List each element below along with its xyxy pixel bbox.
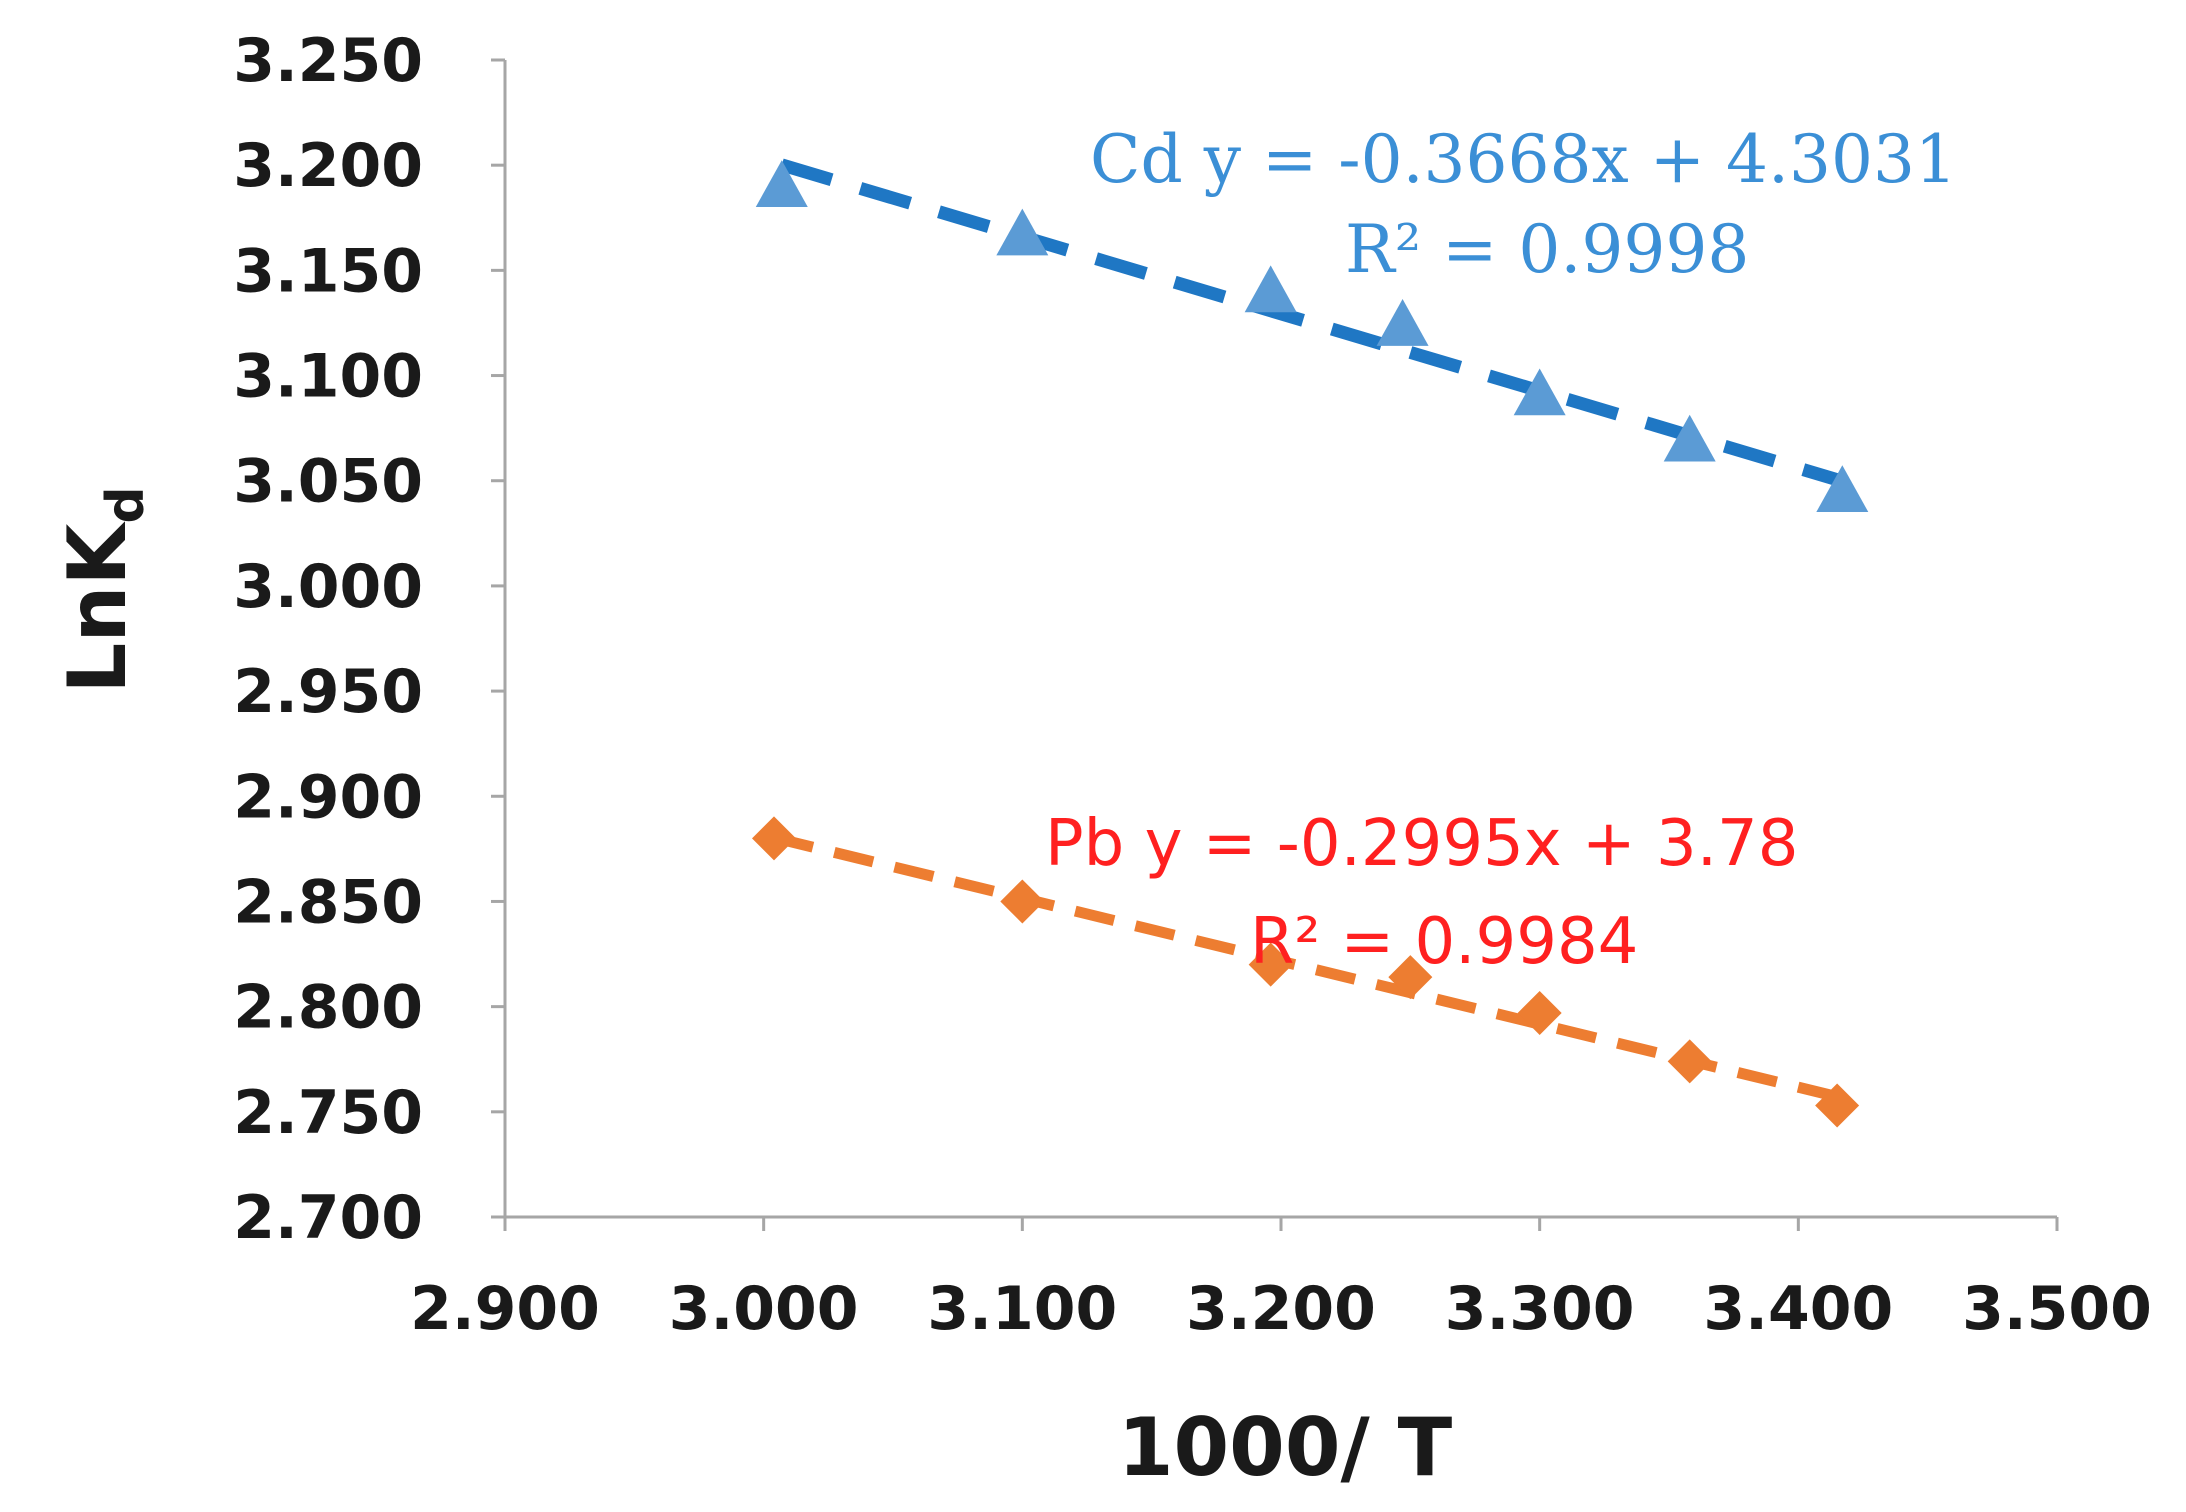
cd-r2-label: R² = 0.9998 (1345, 211, 1749, 288)
pb-equation-label: Pb y = -0.2995x + 3.78 (1045, 807, 1798, 881)
y-tick-label: 3.100 (233, 342, 423, 412)
x-tick-label: 3.000 (669, 1274, 859, 1344)
y-axis-title: LnKd (51, 486, 156, 693)
pb-data-point (1815, 1083, 1860, 1128)
cd-data-point (1663, 414, 1716, 462)
trendlines (772, 158, 1845, 1103)
cd-data-point (1376, 299, 1429, 346)
x-ticks: 2.900 3.000 3.100 3.200 3.300 3.400 3.500 (410, 1217, 2152, 1344)
x-tick-label: 2.900 (410, 1274, 600, 1344)
axes (503, 60, 2057, 1219)
cd-data-point (755, 160, 808, 208)
pb-data-point (1667, 1039, 1712, 1084)
pb-r2-label: R² = 0.9984 (1250, 905, 1638, 979)
y-tick-label: 3.150 (233, 236, 423, 306)
y-axis-title-subscript: d (96, 486, 156, 523)
y-tick-label: 3.000 (233, 552, 423, 622)
y-tick-label: 2.950 (233, 657, 423, 727)
y-tick-label: 3.050 (233, 447, 423, 517)
y-tick-label: 2.700 (233, 1183, 423, 1253)
x-tick-label: 3.100 (927, 1274, 1117, 1344)
y-tick-label: 3.200 (233, 131, 423, 201)
cd-data-point (1513, 368, 1566, 416)
cd-data-point (996, 208, 1049, 256)
pb-data-point (1517, 990, 1562, 1035)
y-tick-label: 2.750 (233, 1078, 423, 1148)
cd-data-point (1816, 465, 1869, 513)
pb-data-point (1000, 879, 1045, 924)
pb-data-point (1388, 955, 1433, 1000)
y-axis-title-main: LnK (51, 521, 144, 694)
y-tick-label: 2.900 (233, 762, 423, 832)
y-tick-label: 2.800 (233, 973, 423, 1043)
x-tick-label: 3.200 (1186, 1274, 1376, 1344)
pb-data-point (1248, 942, 1293, 987)
y-ticks: 2.700 2.750 2.800 2.850 2.900 2.950 3.000 3.050… (233, 26, 505, 1253)
cd-equation-label: Cd y = -0.3668x + 4.3031 (1090, 121, 1957, 198)
pb-data-point (752, 816, 797, 861)
x-tick-label: 3.400 (1703, 1274, 1893, 1344)
markers (752, 160, 1869, 1128)
y-tick-label: 2.850 (233, 867, 423, 937)
x-axis-title: 1000/ T (1118, 1401, 1453, 1494)
x-tick-label: 3.500 (1962, 1274, 2152, 1344)
cd-data-point (1244, 265, 1297, 313)
y-tick-label: 3.250 (233, 26, 423, 96)
x-tick-label: 3.300 (1445, 1274, 1635, 1344)
cd-trendline (779, 158, 1845, 488)
